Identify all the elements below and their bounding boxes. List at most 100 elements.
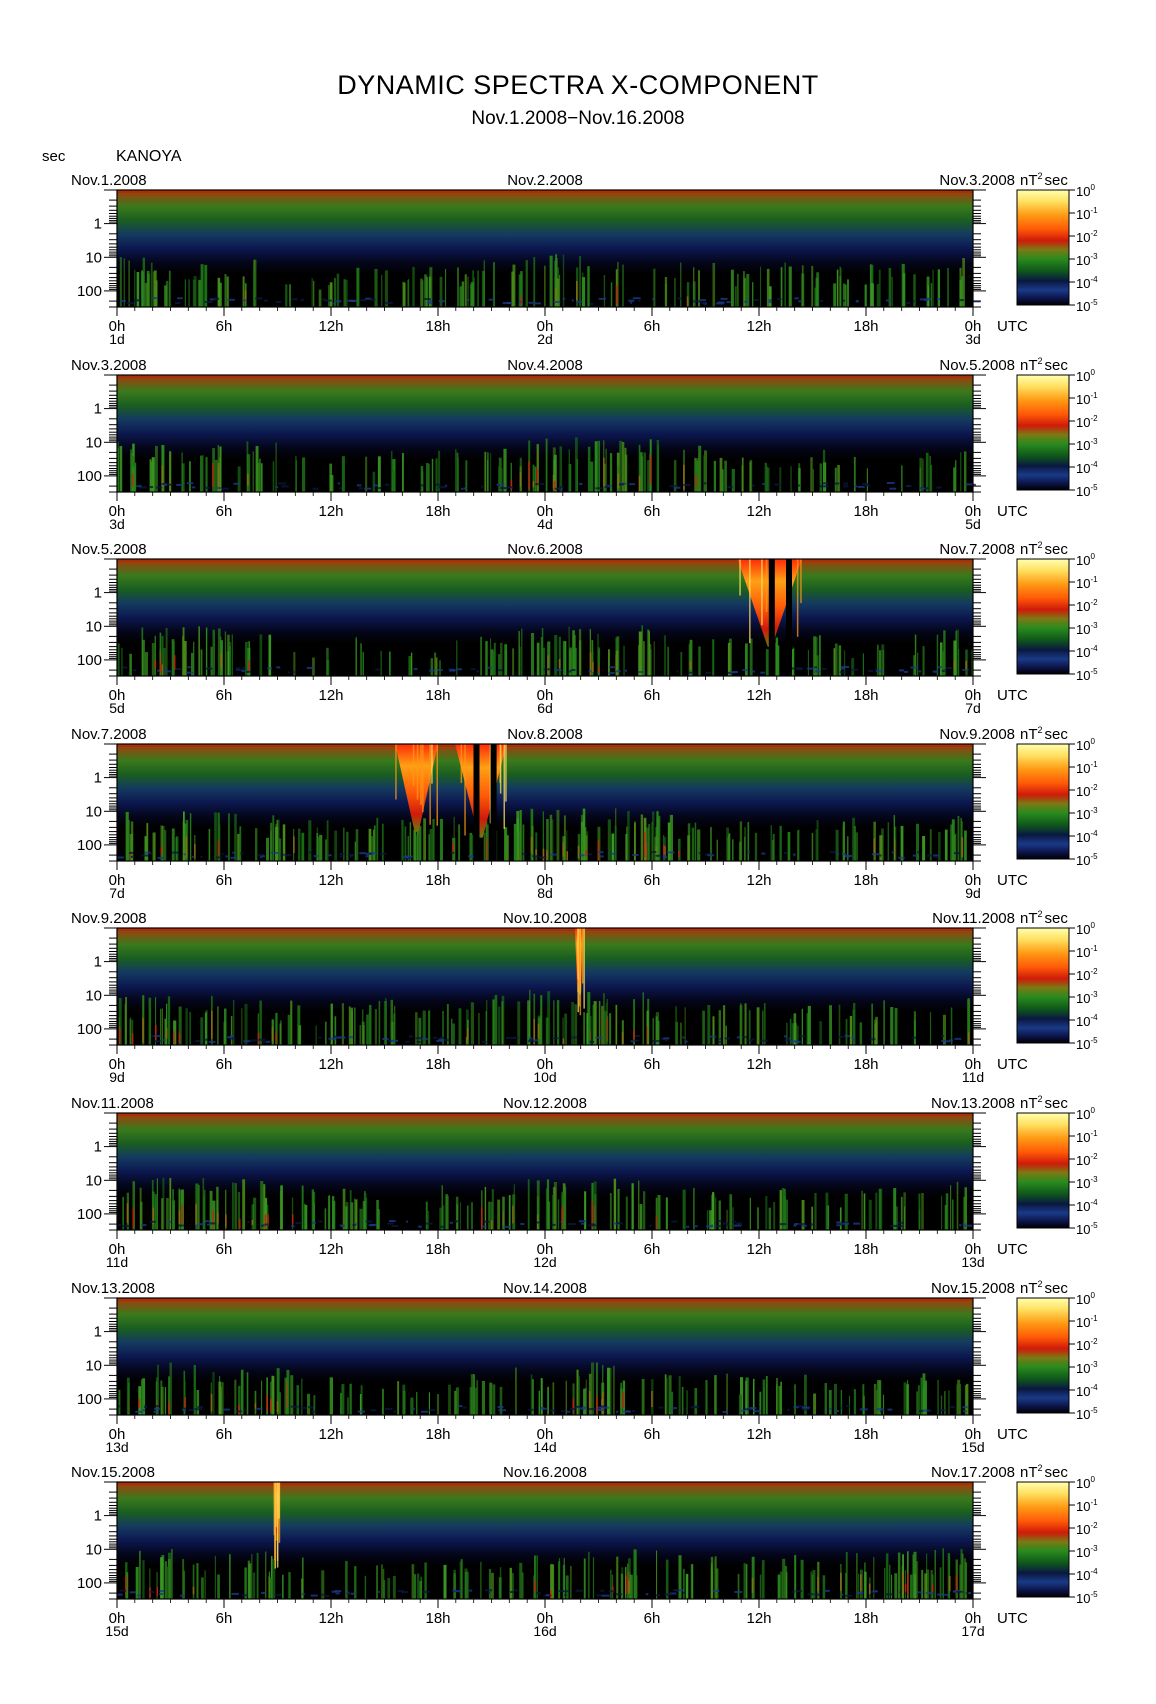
- activity-peak: [161, 664, 164, 676]
- activity-peak: [220, 652, 222, 669]
- activity-streak: [239, 1192, 241, 1230]
- activity-streak: [536, 1180, 540, 1230]
- noise-speck: [774, 483, 782, 486]
- noise-speck: [795, 667, 802, 670]
- activity-streak: [876, 644, 879, 676]
- activity-streak: [743, 271, 745, 307]
- activity-streak: [744, 1003, 747, 1045]
- colorbar-tick-label: 100: [1076, 921, 1095, 937]
- activity-streak: [617, 261, 619, 307]
- x-tick-label: 18h: [425, 1426, 450, 1443]
- noise-speck: [178, 1224, 184, 1227]
- activity-peak: [452, 842, 454, 854]
- burst-streak: [800, 559, 802, 603]
- activity-streak: [345, 1560, 348, 1599]
- activity-streak: [429, 829, 433, 861]
- activity-streak: [900, 1196, 903, 1230]
- activity-streak: [151, 643, 155, 676]
- activity-streak: [745, 643, 748, 676]
- noise-speck: [630, 1040, 634, 1043]
- noise-speck: [183, 853, 186, 856]
- noise-speck: [903, 670, 909, 673]
- x-tick-label: 18h: [425, 1241, 450, 1258]
- noise-speck: [139, 486, 147, 489]
- activity-streak: [486, 459, 489, 492]
- activity-streak: [698, 646, 701, 676]
- noise-speck: [608, 1590, 615, 1593]
- burst-streak: [499, 744, 502, 794]
- noise-speck: [538, 856, 547, 859]
- time-unit-label: UTC: [997, 1056, 1028, 1073]
- activity-streak: [301, 1185, 304, 1230]
- activity-streak: [545, 1188, 549, 1230]
- activity-streak: [568, 464, 572, 492]
- noise-speck: [732, 1220, 736, 1223]
- activity-streak: [609, 1013, 612, 1045]
- noise-speck: [484, 1220, 490, 1223]
- noise-speck: [937, 298, 940, 300]
- noise-speck: [391, 1225, 399, 1228]
- noise-speck: [197, 1406, 204, 1408]
- activity-streak: [439, 1207, 442, 1230]
- noise-speck: [429, 669, 436, 672]
- y-tick-label: 100: [77, 652, 102, 669]
- noise-speck: [936, 486, 942, 489]
- activity-streak: [762, 1010, 764, 1045]
- noise-speck: [719, 1037, 722, 1040]
- noise-speck: [768, 299, 772, 302]
- activity-streak: [894, 1573, 898, 1599]
- noise-speck: [842, 853, 847, 856]
- activity-peak: [649, 454, 652, 485]
- activity-streak: [639, 1204, 643, 1230]
- activity-streak: [204, 264, 208, 307]
- noise-speck: [942, 1040, 950, 1043]
- noise-speck: [626, 1410, 631, 1413]
- noise-speck: [487, 666, 492, 669]
- noise-speck: [449, 1221, 453, 1224]
- activity-streak: [223, 1021, 227, 1045]
- noise-speck: [823, 1589, 830, 1592]
- activity-streak: [387, 1577, 390, 1599]
- activity-streak: [132, 1181, 135, 1230]
- noise-speck: [581, 1222, 585, 1225]
- activity-streak: [276, 1368, 280, 1415]
- activity-streak: [687, 835, 690, 861]
- activity-streak: [117, 643, 120, 676]
- activity-streak: [834, 643, 838, 676]
- activity-streak: [842, 283, 846, 307]
- day-label: 7d: [965, 700, 981, 716]
- colorbar-tick-label: 10-5: [1076, 1036, 1098, 1052]
- activity-streak: [698, 270, 700, 307]
- activity-streak: [556, 278, 560, 307]
- activity-streak: [376, 1565, 378, 1599]
- activity-streak: [313, 280, 315, 307]
- noise-speck: [558, 1220, 562, 1223]
- time-unit-label: UTC: [997, 318, 1028, 335]
- activity-streak: [154, 635, 156, 676]
- noise-speck: [470, 668, 476, 671]
- activity-peak: [904, 1584, 907, 1592]
- activity-streak: [486, 824, 489, 861]
- activity-streak: [285, 284, 288, 307]
- activity-streak: [316, 833, 319, 861]
- noise-speck: [717, 1040, 722, 1043]
- noise-speck: [693, 1225, 698, 1228]
- noise-speck: [440, 1225, 445, 1228]
- noise-speck: [927, 854, 932, 857]
- activity-streak: [641, 625, 643, 676]
- noise-speck: [357, 1410, 366, 1413]
- noise-speck: [941, 669, 947, 672]
- y-tick-label: 100: [77, 837, 102, 854]
- activity-peak: [173, 655, 176, 670]
- noise-speck: [777, 298, 782, 301]
- noise-speck: [885, 299, 891, 302]
- noise-speck: [310, 1594, 318, 1597]
- activity-streak: [521, 1572, 524, 1599]
- activity-streak: [749, 638, 753, 676]
- activity-streak: [529, 989, 531, 1045]
- noise-speck: [233, 482, 240, 485]
- noise-speck: [628, 299, 635, 302]
- activity-streak: [381, 1564, 383, 1599]
- noise-speck: [159, 1593, 164, 1595]
- activity-streak: [578, 1376, 580, 1415]
